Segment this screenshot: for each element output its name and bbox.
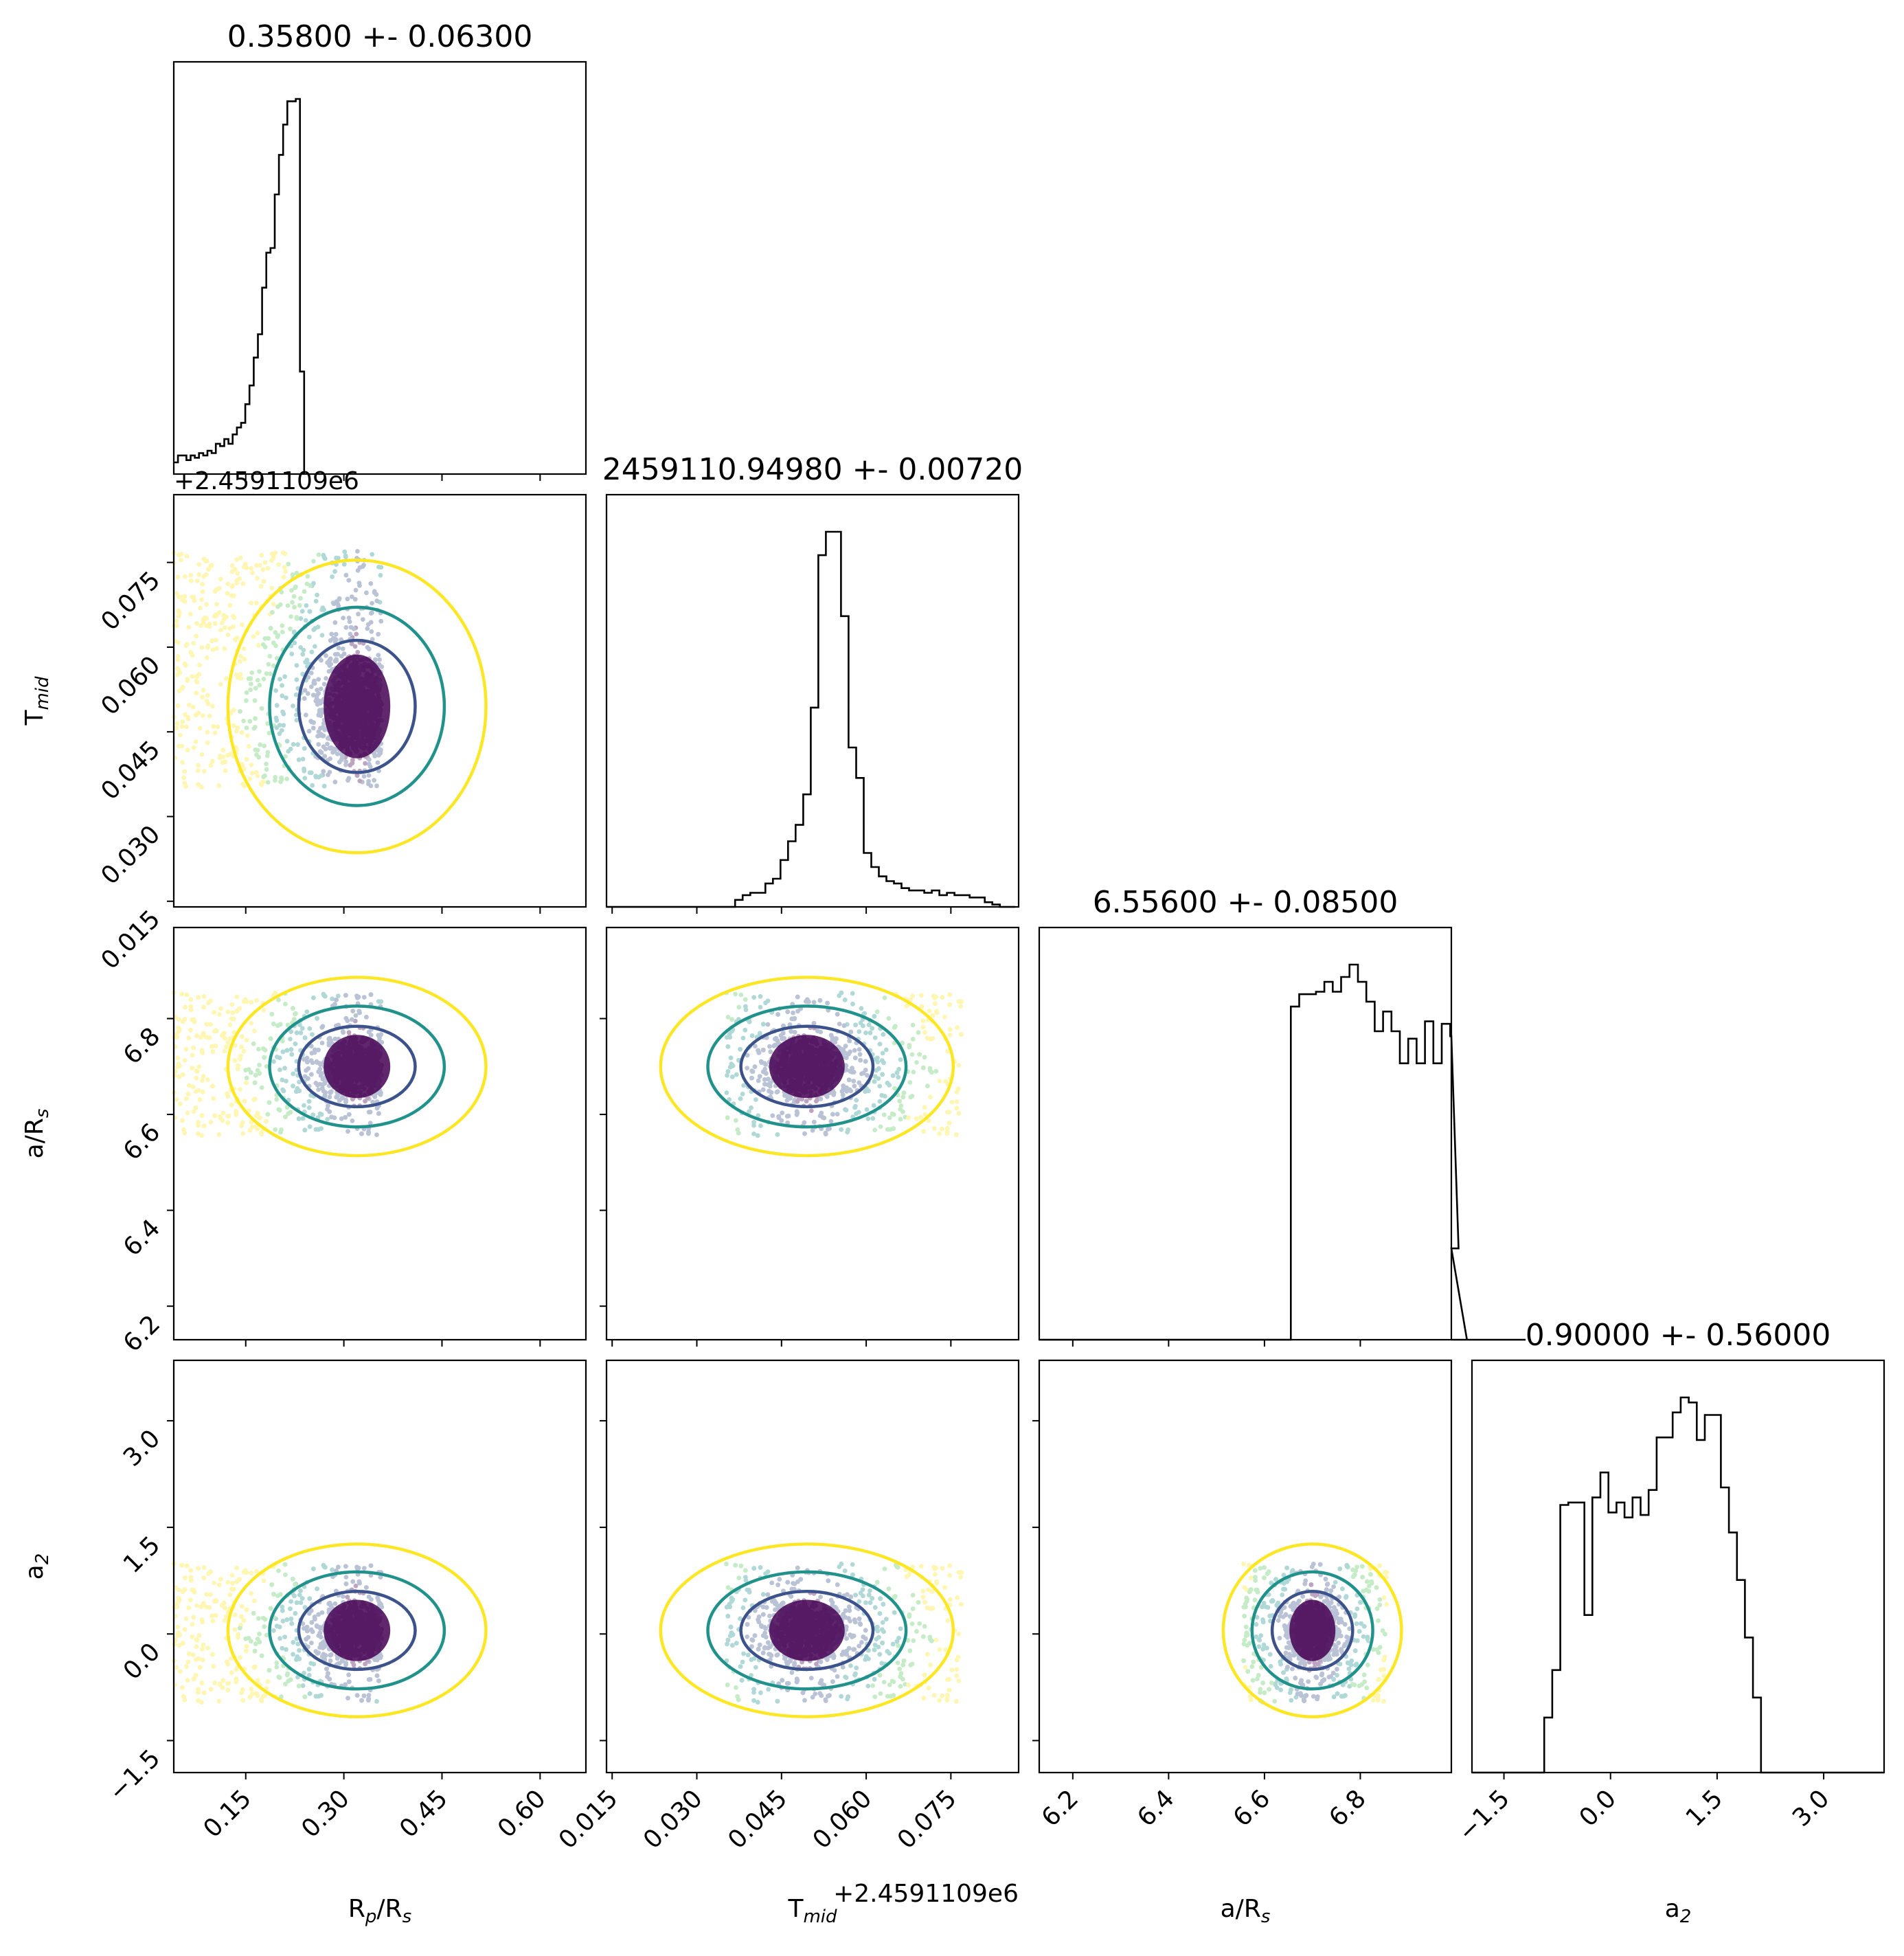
x-tick-label: 0.15 [198, 1784, 257, 1843]
scatter-panel-rprs-a2 [167, 1359, 587, 1779]
scatter-panel-rprs-tmid [167, 493, 587, 914]
density-core [769, 1599, 845, 1661]
panel-frame [172, 60, 587, 475]
density-core [324, 1599, 391, 1661]
panel-frame [605, 493, 1020, 908]
panel-frame [1038, 926, 1453, 1341]
x-offset-text: +2.4591109e6 [833, 1880, 1019, 1908]
x-tick-label: 0.030 [638, 1784, 708, 1854]
histogram-panel-a2: 0.90000 +- 0.56000 [1471, 1318, 1885, 1779]
scatter-panel-tmid-ars [600, 926, 1020, 1347]
histogram-step-rprs [174, 98, 306, 474]
x-tick-label: 0.60 [492, 1784, 552, 1843]
histogram-step-a2 [1472, 1396, 1884, 1774]
panel-title-a2: 0.90000 +- 0.56000 [1526, 1318, 1831, 1353]
contour-level-2 [268, 605, 446, 807]
x-tick-label: 6.4 [1132, 1784, 1179, 1832]
histogram-panel-ars: 6.55600 +- 0.08500 [1038, 885, 1526, 1347]
contour-level-3 [659, 976, 955, 1158]
contour-level-3 [226, 558, 488, 855]
y-tick-label: 6.6 [118, 1118, 166, 1165]
y-offset-text: +2.4591109e6 [174, 467, 359, 495]
x-tick-label: 0.045 [723, 1784, 793, 1854]
panel-frame [172, 1359, 587, 1774]
y-tick-label: 0.0 [118, 1638, 166, 1685]
y-tick-label: 1.5 [118, 1531, 166, 1578]
y-tick-label: 0.030 [95, 820, 166, 890]
histogram-step-ars [1039, 963, 1526, 1341]
y-tick-label: 3.0 [118, 1424, 166, 1472]
x-tick-label: 6.6 [1228, 1784, 1276, 1832]
contour-level-1 [739, 1024, 875, 1109]
panel-title-ars: 6.55600 +- 0.08500 [1093, 885, 1398, 920]
contour-level-1 [297, 638, 417, 774]
y-tick-label: 6.2 [118, 1310, 166, 1358]
density-core [1289, 1599, 1336, 1661]
x-tick-label: 0.015 [554, 1784, 624, 1854]
contour-level-3 [1221, 1542, 1403, 1719]
x-axis-label-rprs: Rp/Rs [348, 1895, 411, 1927]
contour-level-2 [706, 1004, 908, 1129]
x-tick-label: 3.0 [1787, 1784, 1835, 1832]
y-axis-label-tmid: Tmid [21, 676, 53, 726]
contour-level-3 [659, 1542, 955, 1719]
panel-frame [1471, 1359, 1885, 1774]
scatter-panel-ars-a2 [1032, 1359, 1453, 1779]
x-tick-label: 0.075 [892, 1784, 962, 1854]
panel-title-rprs: 0.35800 +- 0.06300 [227, 19, 533, 54]
y-tick-label: 6.8 [118, 1022, 166, 1070]
y-tick-label: 0.060 [95, 651, 166, 721]
y-tick-label: 0.075 [95, 566, 166, 636]
histogram-panel-rprs: 0.35800 +- 0.06300 [172, 19, 587, 481]
panel-frame [172, 493, 587, 908]
y-tick-label: 0.045 [95, 736, 166, 806]
y-tick-label: 6.4 [118, 1214, 166, 1261]
scatter-panel-rprs-ars [167, 926, 587, 1347]
x-tick-label: 0.30 [296, 1784, 355, 1843]
x-tick-label: 6.2 [1036, 1784, 1084, 1832]
y-axis-label-a2: a2 [21, 1553, 53, 1580]
contour-level-2 [1250, 1570, 1374, 1691]
histogram-step-tmid [607, 530, 1015, 908]
x-tick-label: 1.5 [1681, 1784, 1728, 1832]
y-axis-label-ars: a/Rs [21, 1109, 53, 1159]
panel-title-tmid: 2459110.94980 +- 0.00720 [602, 452, 1023, 487]
contour-level-1 [1270, 1590, 1355, 1672]
density-core [769, 1035, 845, 1099]
panel-frame [605, 1359, 1020, 1774]
panel-frame [1038, 1359, 1453, 1774]
contour-level-3 [226, 976, 488, 1158]
x-axis-label-a2: a2 [1665, 1895, 1692, 1927]
x-tick-label: 0.060 [808, 1784, 878, 1854]
contour-level-1 [297, 1024, 417, 1109]
scatter-panel-tmid-a2 [600, 1359, 1020, 1779]
contour-level-2 [268, 1570, 446, 1691]
panel-frame [605, 926, 1020, 1341]
contour-level-1 [739, 1590, 875, 1672]
x-tick-label: 0.0 [1574, 1784, 1622, 1832]
contour-level-1 [297, 1590, 417, 1672]
x-tick-label: 6.8 [1324, 1784, 1371, 1832]
contour-level-2 [706, 1570, 908, 1691]
panel-frame [172, 926, 587, 1341]
x-axis-label-ars: a/Rs [1221, 1895, 1271, 1927]
density-core [324, 654, 391, 758]
density-core [324, 1035, 391, 1099]
y-tick-label: 0.015 [95, 905, 166, 975]
contour-level-3 [226, 1542, 488, 1719]
x-tick-label: −1.5 [1453, 1784, 1515, 1847]
y-tick-label: −1.5 [104, 1744, 166, 1807]
contour-level-2 [268, 1004, 446, 1129]
x-tick-label: 0.45 [394, 1784, 453, 1843]
x-axis-label-tmid: Tmid [787, 1895, 837, 1927]
histogram-panel-tmid: 2459110.94980 +- 0.00720 [602, 452, 1023, 914]
